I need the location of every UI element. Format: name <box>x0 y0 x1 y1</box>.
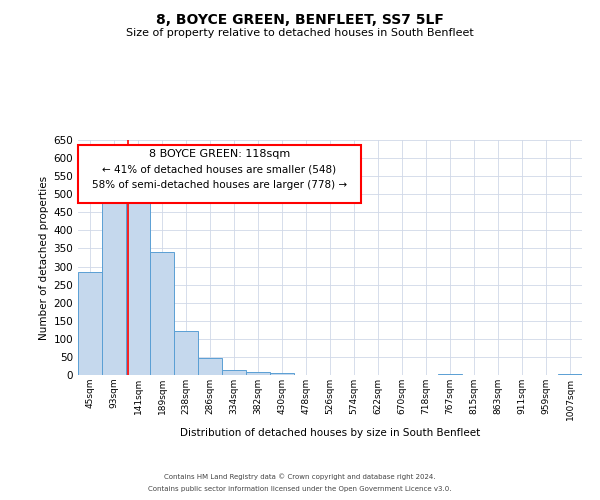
Text: ← 41% of detached houses are smaller (548): ← 41% of detached houses are smaller (54… <box>103 164 337 174</box>
Bar <box>102 188 126 375</box>
Text: 8 BOYCE GREEN: 118sqm: 8 BOYCE GREEN: 118sqm <box>149 148 290 158</box>
Bar <box>246 372 270 375</box>
Bar <box>198 358 222 375</box>
Bar <box>150 252 174 375</box>
Text: Contains HM Land Registry data © Crown copyright and database right 2024.: Contains HM Land Registry data © Crown c… <box>164 474 436 480</box>
Bar <box>438 374 462 375</box>
Text: 58% of semi-detached houses are larger (778) →: 58% of semi-detached houses are larger (… <box>92 180 347 190</box>
Bar <box>270 373 294 375</box>
Bar <box>222 370 246 375</box>
Bar <box>126 188 150 375</box>
Text: Size of property relative to detached houses in South Benfleet: Size of property relative to detached ho… <box>126 28 474 38</box>
Text: Contains public sector information licensed under the Open Government Licence v3: Contains public sector information licen… <box>148 486 452 492</box>
Bar <box>558 374 582 375</box>
Text: 8, BOYCE GREEN, BENFLEET, SS7 5LF: 8, BOYCE GREEN, BENFLEET, SS7 5LF <box>156 12 444 26</box>
Y-axis label: Number of detached properties: Number of detached properties <box>39 176 49 340</box>
Bar <box>174 331 198 375</box>
Bar <box>78 272 102 375</box>
X-axis label: Distribution of detached houses by size in South Benfleet: Distribution of detached houses by size … <box>180 428 480 438</box>
